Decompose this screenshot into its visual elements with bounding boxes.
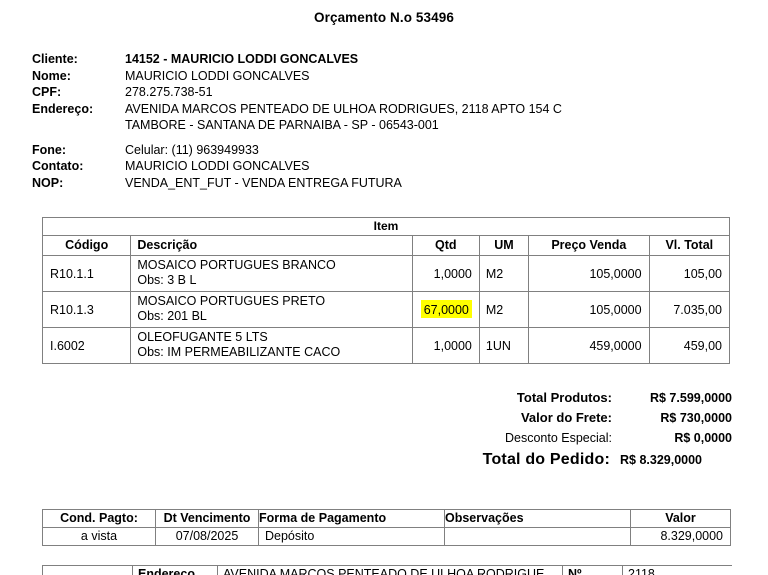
item-descricao: MOSAICO PORTUGUES BRANCO: [137, 258, 336, 272]
payment-header-observacoes: Observações: [444, 509, 631, 528]
payment-valor: 8.329,0000: [630, 527, 731, 546]
item-vl-total: 459,00: [648, 327, 731, 364]
label-contato: Contato:: [32, 159, 84, 173]
customer-row-nome: Nome: MAURICIO LODDI GONCALVES: [32, 68, 732, 85]
total-pedido-value: R$ 8.329,0000: [620, 453, 703, 467]
value-fone: Celular: (11) 963949933: [125, 142, 259, 157]
item-vl-total: 105,00: [648, 255, 731, 292]
table-row[interactable]: R10.1.3 MOSAICO PORTUGUES PRETO Obs: 201…: [41, 291, 731, 328]
total-pedido-row: Total do Pedido: R$ 8.329,0000: [420, 448, 732, 472]
payment-conditions-table: Cond. Pagto: Dt Vencimento Forma de Paga…: [42, 509, 731, 546]
item-vl-total: 7.035,00: [648, 291, 731, 328]
items-table: Item Código Descrição Qtd UM Preço Venda…: [41, 217, 731, 364]
item-qtd: 1,0000: [433, 266, 472, 281]
item-obs: Obs: 3 B L: [137, 272, 197, 287]
table-row[interactable]: R10.1.1 MOSAICO PORTUGUES BRANCO Obs: 3 …: [41, 255, 731, 292]
item-descricao: OLEOFUGANTE 5 LTS: [137, 330, 268, 344]
label-cpf: CPF:: [32, 85, 62, 99]
items-header-um: UM: [478, 235, 530, 256]
desconto-especial-value: R$ 0,0000: [674, 431, 732, 445]
items-header-codigo: Código: [41, 235, 132, 256]
item-codigo: R10.1.3: [41, 291, 132, 328]
item-codigo: R10.1.1: [41, 255, 132, 292]
customer-row-nop: NOP: VENDA_ENT_FUT - VENDA ENTREGA FUTUR…: [32, 175, 732, 192]
payment-header-row: Cond. Pagto: Dt Vencimento Forma de Paga…: [42, 509, 731, 528]
items-header-preco-venda: Preço Venda: [528, 235, 650, 256]
customer-row-endereco: Endereço: AVENIDA MARCOS PENTEADO DE ULH…: [32, 101, 732, 118]
items-header-vl-total: Vl. Total: [648, 235, 731, 256]
payment-header-forma-pagamento: Forma de Pagamento: [258, 509, 445, 528]
item-qtd-cell: 1,0000: [411, 327, 480, 364]
payment-header-dt-vencimento: Dt Vencimento: [155, 509, 259, 528]
desconto-especial-row: Desconto Especial: R$ 0,0000: [420, 428, 732, 448]
valor-frete-row: Valor do Frete: R$ 730,0000: [420, 408, 732, 428]
item-descricao-cell: MOSAICO PORTUGUES PRETO Obs: 201 BL: [130, 291, 413, 328]
value-cliente: 14152 - MAURICIO LODDI GONCALVES: [125, 52, 359, 66]
items-header-qtd: Qtd: [411, 235, 480, 256]
item-qtd-highlighted: 67,0000: [420, 301, 472, 318]
item-obs: Obs: IM PERMEABILIZANTE CACO: [137, 344, 341, 359]
table-row[interactable]: Endereço AVENIDA MARCOS PENTEADO DE ULHO…: [42, 565, 732, 575]
clipped-label-numero: Nº: [562, 565, 623, 575]
value-nop: VENDA_ENT_FUT - VENDA ENTREGA FUTURA: [125, 175, 402, 190]
label-endereco: Endereço:: [32, 101, 94, 116]
clipped-blank-cell: [42, 565, 133, 575]
payment-dt-vencimento: 07/08/2025: [155, 527, 259, 546]
item-codigo: I.6002: [41, 327, 132, 364]
payment-header-cond-pagto: Cond. Pagto:: [42, 509, 156, 528]
label-nome: Nome:: [32, 68, 71, 83]
clipped-label-endereco: Endereço: [132, 565, 218, 575]
totals-block: Total Produtos: R$ 7.599,0000 Valor do F…: [420, 388, 732, 472]
customer-row-contato: Contato: MAURICIO LODDI GONCALVES: [32, 158, 732, 175]
item-preco-venda: 105,0000: [528, 255, 650, 292]
item-qtd-cell: 1,0000: [411, 255, 480, 292]
clipped-value-numero: 2118: [622, 565, 732, 575]
customer-info-block: Cliente: 14152 - MAURICIO LODDI GONCALVE…: [32, 51, 732, 191]
total-produtos-value: R$ 7.599,0000: [649, 391, 732, 405]
value-endereco: AVENIDA MARCOS PENTEADO DE ULHOA RODRIGU…: [125, 101, 562, 116]
payment-observacoes: [444, 527, 631, 546]
table-row[interactable]: I.6002 OLEOFUGANTE 5 LTS Obs: IM PERMEAB…: [41, 327, 731, 364]
payment-header-valor: Valor: [630, 509, 731, 528]
value-nome: MAURICIO LODDI GONCALVES: [125, 68, 310, 83]
item-qtd-cell: 67,0000: [411, 291, 480, 328]
label-nop: NOP:: [32, 175, 64, 190]
customer-row-cliente: Cliente: 14152 - MAURICIO LODDI GONCALVE…: [32, 51, 732, 68]
clipped-value-endereco: AVENIDA MARCOS PENTEADO DE ULHOA RODRIGU…: [217, 565, 563, 575]
items-table-band-title: Item: [42, 217, 730, 236]
item-um: M2: [478, 255, 530, 292]
items-header-descricao: Descrição: [130, 235, 413, 256]
items-table-band-row: Item: [42, 217, 730, 236]
value-contato: MAURICIO LODDI GONCALVES: [125, 159, 310, 173]
item-preco-venda: 105,0000: [528, 291, 650, 328]
valor-frete-value: R$ 730,0000: [660, 411, 732, 425]
clipped-delivery-table: Endereço AVENIDA MARCOS PENTEADO DE ULHO…: [42, 565, 732, 575]
item-descricao-cell: MOSAICO PORTUGUES BRANCO Obs: 3 B L: [130, 255, 413, 292]
block-spacer: [32, 134, 732, 142]
label-cliente: Cliente:: [32, 52, 78, 66]
item-preco-venda: 459,0000: [528, 327, 650, 364]
item-um: 1UN: [478, 327, 530, 364]
document-title: Orçamento N.o 53496: [314, 10, 454, 25]
customer-row-cpf: CPF: 278.275.738-51: [32, 84, 732, 101]
item-obs: Obs: 201 BL: [137, 308, 207, 323]
item-um: M2: [478, 291, 530, 328]
payment-cond-pagto: a vista: [42, 527, 156, 546]
table-row[interactable]: a vista 07/08/2025 Depósito 8.329,0000: [42, 527, 731, 546]
total-produtos-label: Total Produtos:: [516, 390, 612, 405]
valor-frete-label: Valor do Frete:: [520, 410, 612, 425]
total-produtos-row: Total Produtos: R$ 7.599,0000: [420, 388, 732, 408]
desconto-especial-label: Desconto Especial:: [504, 431, 612, 445]
total-pedido-label: Total do Pedido:: [482, 451, 610, 468]
value-endereco-line2: TAMBORE - SANTANA DE PARNAIBA - SP - 065…: [125, 118, 439, 132]
item-descricao: MOSAICO PORTUGUES PRETO: [137, 294, 326, 308]
item-descricao-cell: OLEOFUGANTE 5 LTS Obs: IM PERMEABILIZANT…: [130, 327, 413, 364]
value-cpf: 278.275.738-51: [125, 85, 213, 99]
item-qtd: 1,0000: [433, 338, 472, 353]
label-fone: Fone:: [32, 142, 67, 157]
items-table-header-row: Código Descrição Qtd UM Preço Venda Vl. …: [41, 235, 731, 256]
customer-row-fone: Fone: Celular: (11) 963949933: [32, 142, 732, 159]
payment-forma-pagamento: Depósito: [258, 527, 445, 546]
